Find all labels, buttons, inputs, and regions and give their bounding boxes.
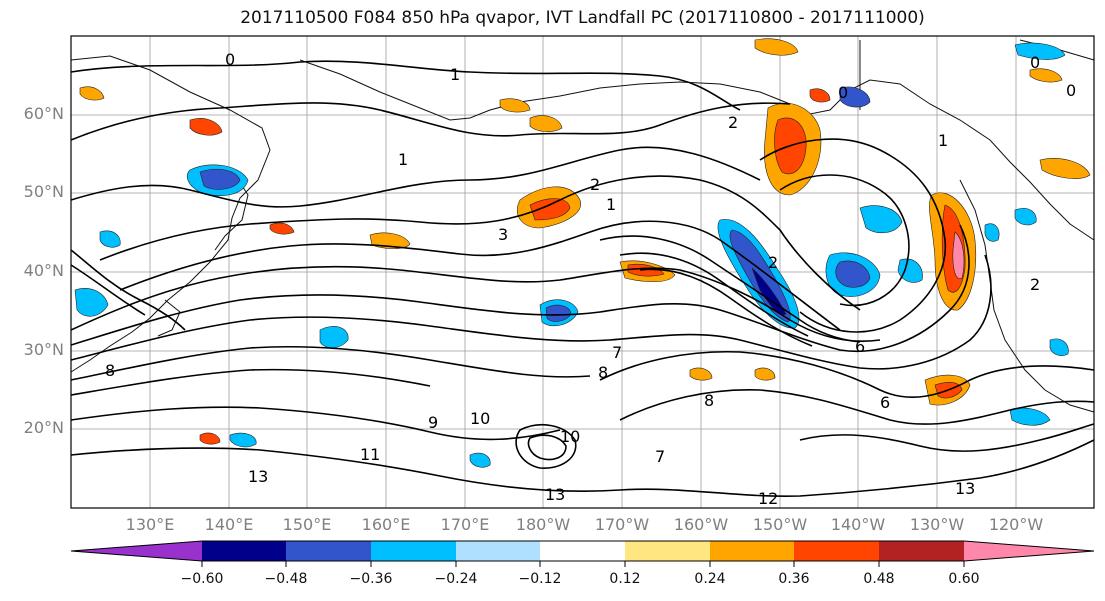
lon-label: 140°W — [830, 515, 886, 534]
contour-label: 3 — [498, 225, 508, 244]
colorbar-segment — [625, 541, 710, 561]
ivt-contours — [70, 60, 1095, 498]
contour-label: 10 — [560, 427, 580, 446]
lon-label: 140°E — [204, 515, 254, 534]
contour-label: 1 — [606, 195, 616, 214]
colorbar-tick-label: −0.60 — [180, 571, 224, 587]
colorbar-segment — [540, 541, 625, 561]
lon-label: 180°W — [515, 515, 571, 534]
contour-label: 1 — [450, 65, 460, 84]
colorbar-segment — [710, 541, 794, 561]
lon-label: 160°W — [673, 515, 729, 534]
contour-label: 1 — [938, 131, 948, 150]
colorbar-tick-label: 0.60 — [948, 571, 980, 587]
colorbar-tick-label: −0.48 — [264, 571, 308, 587]
contour-label: 13 — [955, 479, 975, 498]
lon-label: 150°W — [752, 515, 808, 534]
map-frame — [70, 35, 1095, 509]
colorbar-tick-label: 0.48 — [863, 571, 895, 587]
contour-label: 2 — [768, 253, 778, 272]
contour-label: 7 — [655, 447, 665, 466]
contour-label: 8 — [598, 363, 608, 382]
contour-label: 0 — [1030, 53, 1040, 72]
colorbar-tick-label: 0.36 — [778, 571, 810, 587]
lat-label: 20°N — [23, 418, 64, 437]
colorbar-tick-label: −0.36 — [349, 571, 393, 587]
contour-label: 2 — [1030, 275, 1040, 294]
contour-label: 0 — [838, 83, 848, 102]
contour-label: 12 — [758, 489, 778, 508]
graticule — [71, 36, 1094, 508]
contour-label: 13 — [248, 467, 268, 486]
contour-label: 6 — [880, 393, 890, 412]
lat-label: 60°N — [23, 104, 64, 123]
colorbar-segment — [456, 541, 540, 561]
colorbar-tick-label: 0.24 — [694, 571, 726, 587]
contour-label: 8 — [105, 361, 115, 380]
contour-label: 9 — [428, 413, 438, 432]
colorbar-tick-label: −0.12 — [518, 571, 562, 587]
contour-label: 0 — [225, 50, 235, 69]
colorbar-segment — [879, 541, 964, 561]
colorbar-tick-label: 0.12 — [609, 571, 641, 587]
colorbar-segment — [964, 541, 1094, 561]
lon-label: 130°W — [909, 515, 965, 534]
contour-label: 10 — [470, 409, 490, 428]
map-title: 2017110500 F084 850 hPa qvapor, IVT Land… — [240, 8, 925, 28]
colorbar-segment — [202, 541, 286, 561]
qvapor-shading — [74, 38, 1091, 468]
contour-label: 8 — [704, 391, 714, 410]
contour-label: 6 — [855, 337, 865, 356]
colorbar-segment — [371, 541, 456, 561]
colorbar-tick-label: −0.24 — [434, 571, 478, 587]
contour-label: 2 — [590, 175, 600, 194]
contour-label-layer: 1 0 0 0 0 2 1 1 2 3 1 2 7 8 8 9 10 10 11… — [105, 50, 1076, 508]
lat-label: 30°N — [23, 340, 64, 359]
contour-label: 0 — [1066, 81, 1076, 100]
lon-label: 130°E — [125, 515, 175, 534]
lon-label: 170°E — [440, 515, 490, 534]
colorbar-segment — [71, 541, 202, 561]
contour-label: 13 — [545, 485, 565, 504]
colorbar — [70, 540, 1095, 567]
lon-label: 160°E — [361, 515, 411, 534]
colorbar-segment — [286, 541, 371, 561]
contour-label: 2 — [728, 113, 738, 132]
contour-label: 7 — [612, 343, 622, 362]
lon-label: 170°W — [594, 515, 650, 534]
lon-label: 120°W — [988, 515, 1044, 534]
lat-label: 50°N — [23, 182, 64, 201]
contour-label: 11 — [360, 445, 380, 464]
lon-label: 150°E — [282, 515, 332, 534]
colorbar-segment — [794, 541, 879, 561]
lat-label: 40°N — [23, 261, 64, 280]
contour-label: 1 — [398, 150, 408, 169]
